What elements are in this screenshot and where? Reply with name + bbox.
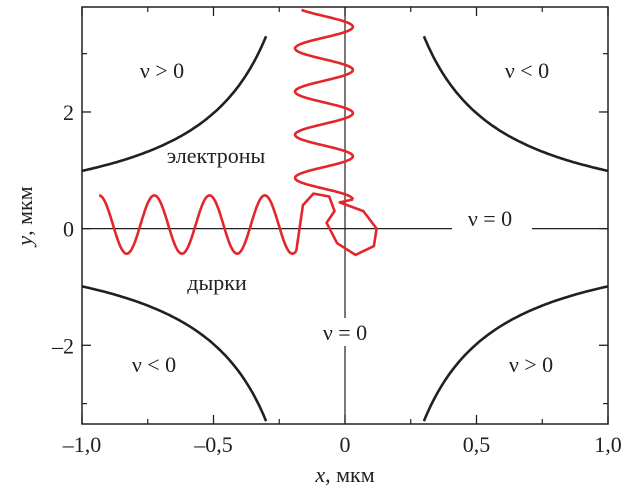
x-tick-label: –1,0 (62, 432, 102, 457)
label-right-axis: ν = 0 (468, 206, 512, 231)
label-bottom-left: ν < 0 (132, 352, 176, 377)
label-electrons: электроны (167, 143, 266, 168)
trajectory-vertical (293, 8, 355, 200)
y-tick-label: 2 (63, 100, 74, 125)
label-bottom-right: ν > 0 (509, 352, 553, 377)
label-holes: дырки (187, 270, 247, 295)
x-tick-label: 0,5 (463, 432, 491, 457)
trajectory-horizontal (98, 194, 298, 255)
label-top-left: ν > 0 (140, 58, 184, 83)
y-tick-label: 0 (63, 217, 74, 242)
x-tick-label: –0,5 (193, 432, 233, 457)
x-tick-label: 1,0 (594, 432, 622, 457)
x-axis-title: x, мкм (314, 462, 374, 487)
y-axis-var: y (12, 236, 37, 248)
hyperbola-top-left (81, 35, 268, 173)
label-top-right: ν < 0 (505, 58, 549, 83)
hyperbola-bottom-right (422, 285, 609, 422)
label-bottom-axis: ν = 0 (323, 320, 367, 345)
label-bg-right-axis (452, 204, 532, 232)
hyperbola-curves (81, 35, 609, 422)
y-axis-title: y, мкм (12, 186, 37, 247)
trajectory-curves (98, 8, 378, 257)
axis-ticks: –1,0 –0,5 0 0,5 1,0 –2 0 2 (51, 7, 622, 457)
x-tick-label: 0 (340, 432, 351, 457)
label-bg-bottom-axis (302, 318, 382, 346)
y-axis-unit: , мкм (12, 186, 37, 236)
trajectory-loop (295, 192, 378, 257)
hyperbola-bottom-left (81, 285, 268, 422)
hyperbola-top-right (422, 35, 609, 173)
x-axis-unit: , мкм (325, 462, 375, 487)
x-axis-var: x (314, 462, 325, 487)
y-tick-label: –2 (51, 333, 74, 358)
